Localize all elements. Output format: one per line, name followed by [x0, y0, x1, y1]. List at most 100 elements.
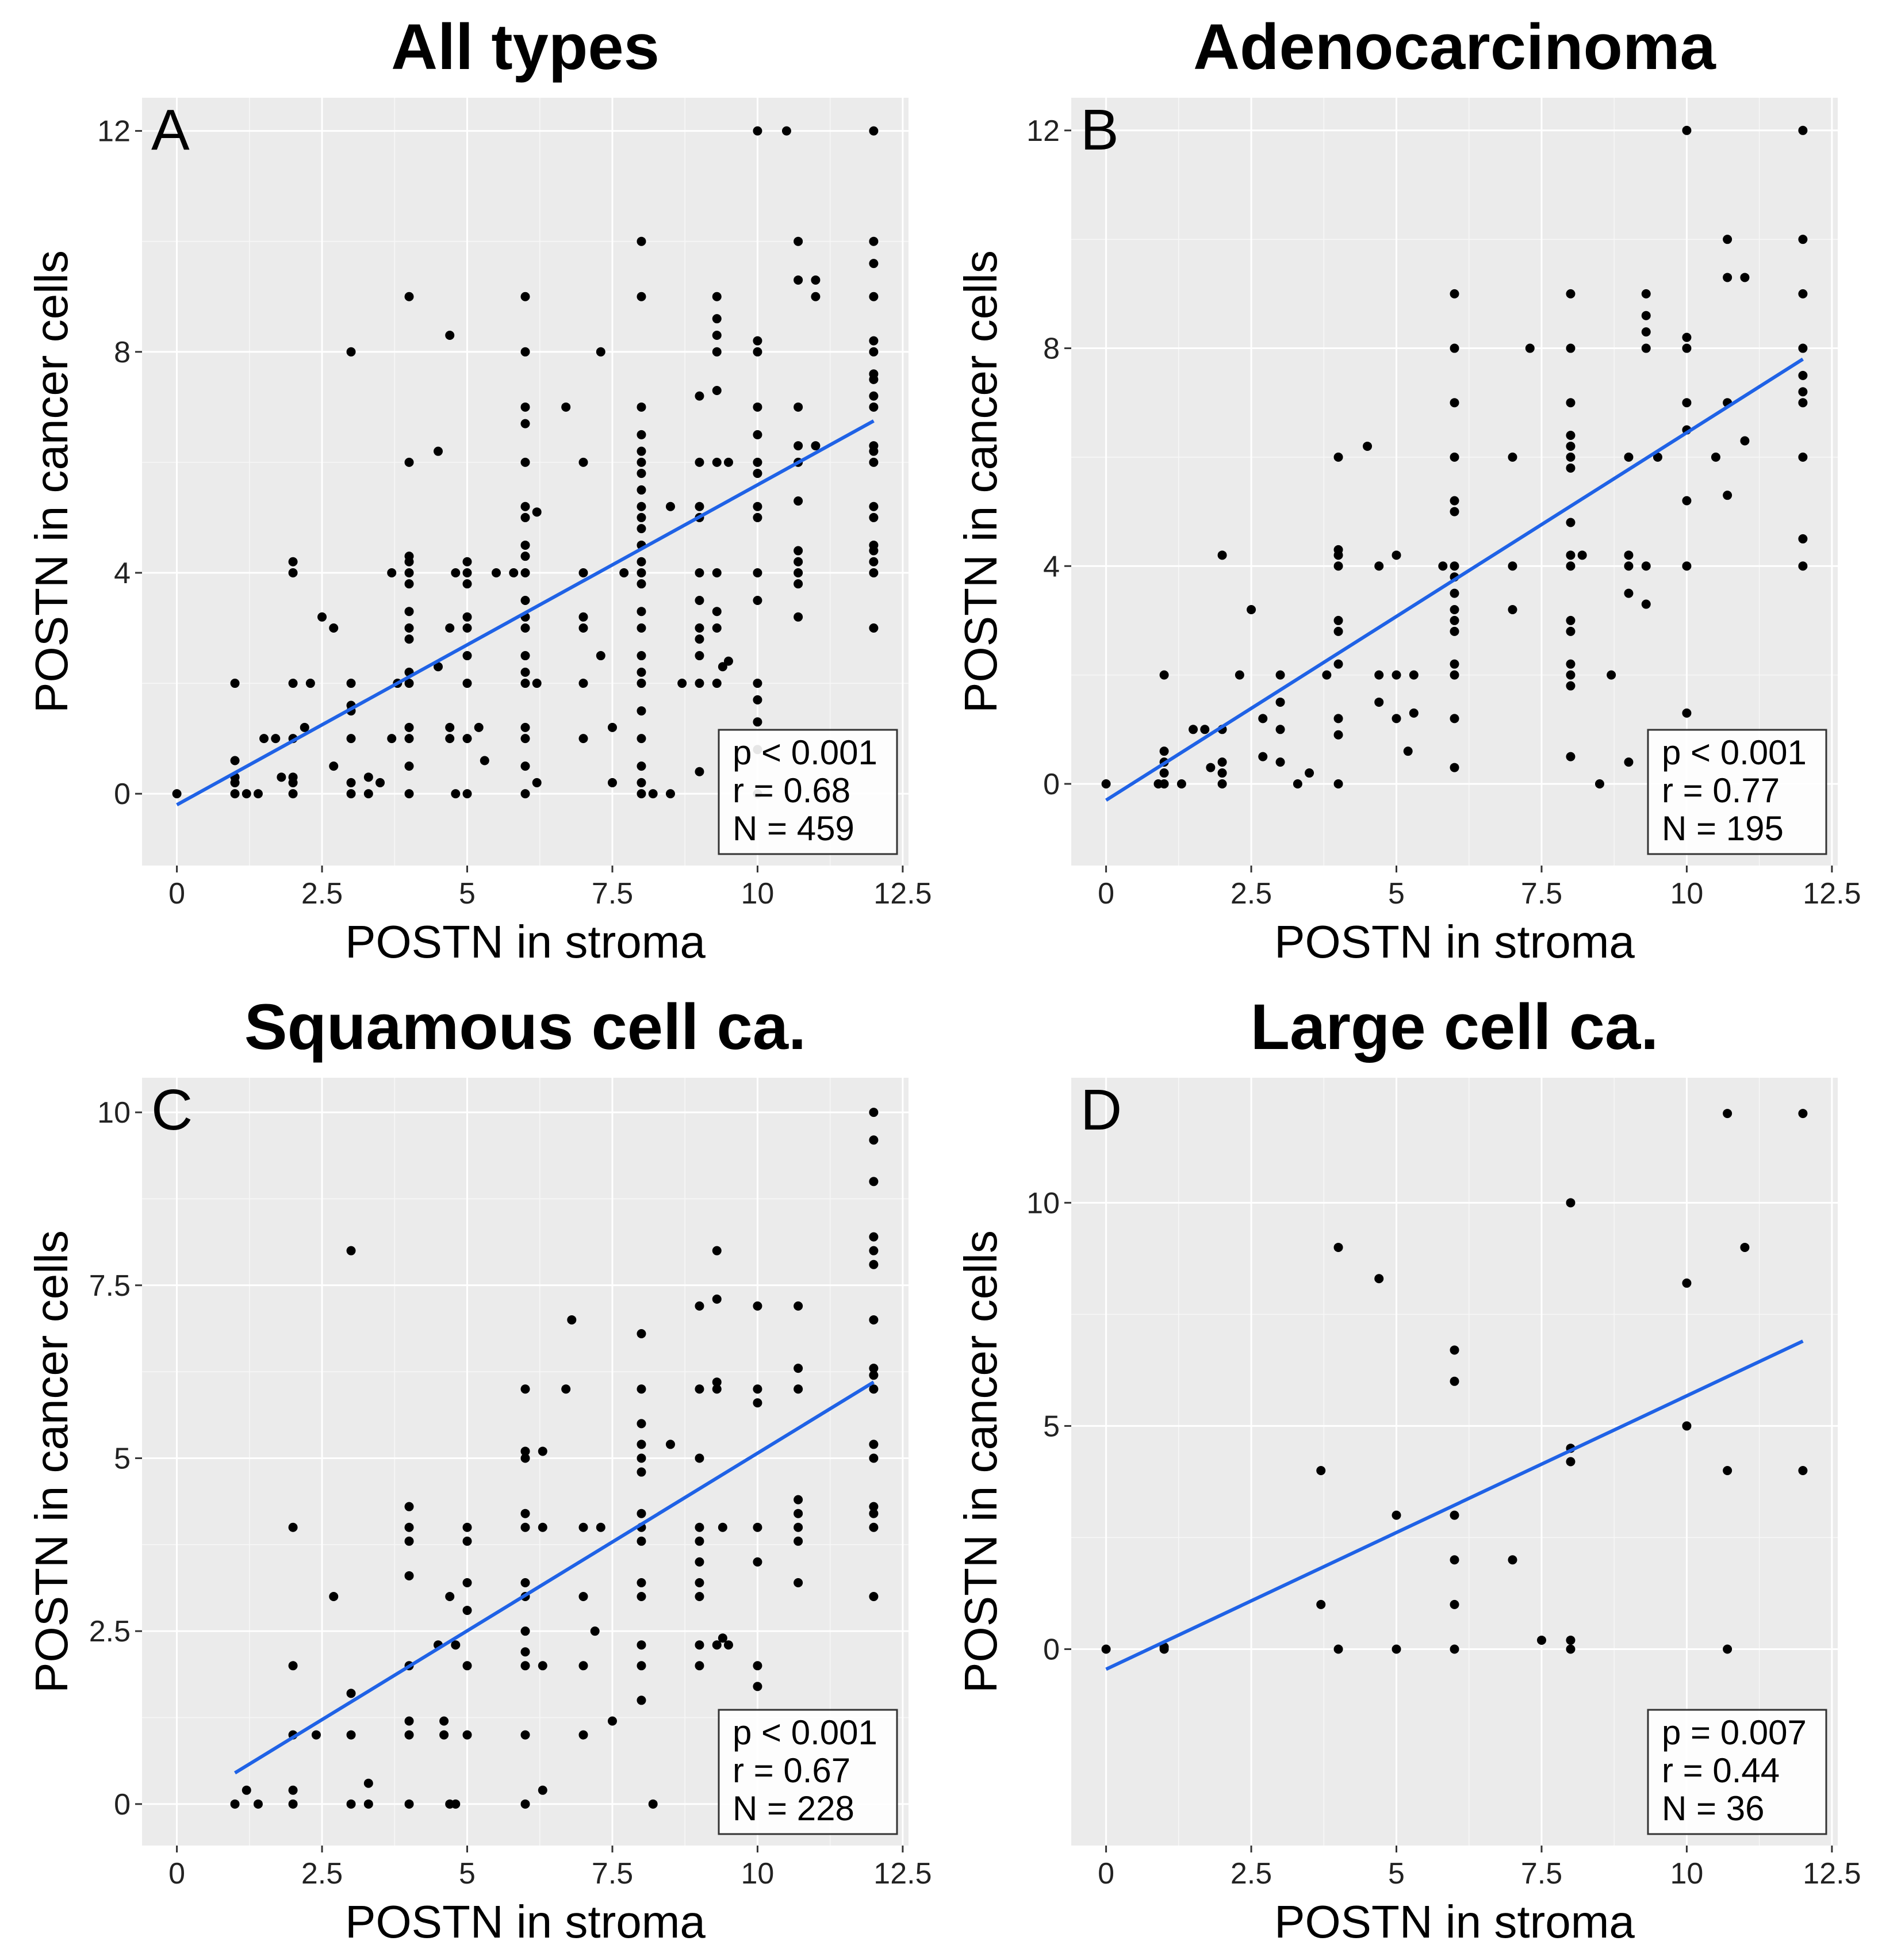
data-point	[1566, 289, 1576, 298]
data-point	[637, 679, 646, 688]
data-point	[637, 457, 646, 467]
data-point	[230, 679, 240, 688]
data-point	[462, 1578, 472, 1587]
x-tick-label: 0	[1098, 877, 1114, 910]
data-point	[1450, 605, 1459, 614]
data-point	[869, 1384, 879, 1394]
y-tick-label: 10	[1026, 1186, 1060, 1220]
data-point	[520, 1522, 530, 1532]
data-point	[242, 1785, 251, 1795]
data-point	[404, 607, 414, 617]
data-point	[753, 595, 762, 605]
data-point	[1798, 398, 1808, 408]
data-point	[520, 457, 530, 467]
data-point	[1293, 779, 1302, 788]
data-point	[1682, 125, 1692, 135]
data-point	[1798, 452, 1808, 462]
data-point	[794, 612, 803, 622]
data-point	[578, 612, 588, 622]
data-point	[561, 1384, 571, 1394]
x-tick-label: 2.5	[1231, 1857, 1272, 1890]
data-point	[1723, 491, 1732, 500]
data-point	[1206, 763, 1216, 772]
data-point	[492, 568, 501, 577]
data-point	[1450, 670, 1459, 680]
data-point	[753, 430, 762, 439]
data-point	[1392, 670, 1401, 680]
data-point	[520, 1626, 530, 1636]
data-point	[1577, 550, 1587, 560]
data-point	[723, 457, 733, 467]
data-point	[462, 734, 472, 744]
data-point	[637, 734, 646, 744]
data-point	[288, 1522, 298, 1532]
data-point	[695, 1453, 704, 1463]
data-point	[1536, 1635, 1546, 1645]
data-point	[1566, 463, 1576, 473]
data-point	[637, 1640, 646, 1650]
data-point	[300, 722, 309, 732]
stat-p-value: p = 0.007	[1662, 1713, 1807, 1752]
x-tick-label: 2.5	[1231, 877, 1272, 910]
data-point	[637, 485, 646, 495]
data-point	[439, 1730, 449, 1740]
data-point	[637, 402, 646, 412]
data-point	[480, 756, 489, 765]
regression-line	[1105, 357, 1804, 802]
data-point	[532, 679, 542, 688]
data-point	[869, 1509, 879, 1518]
data-point	[1159, 670, 1169, 680]
data-point	[637, 1578, 646, 1587]
data-point	[1450, 1345, 1459, 1355]
data-point	[1566, 518, 1576, 527]
data-point	[1275, 670, 1285, 680]
data-point	[753, 1301, 762, 1311]
data-point	[869, 292, 879, 301]
data-point	[1566, 561, 1576, 571]
data-point	[869, 1135, 879, 1145]
data-point	[520, 292, 530, 301]
data-point	[271, 734, 281, 744]
y-axis-label: POSTN in cancer cells	[955, 250, 1006, 713]
data-point	[869, 369, 879, 379]
data-point	[607, 778, 617, 787]
data-point	[346, 1689, 356, 1698]
data-point	[695, 391, 704, 401]
data-point	[1235, 670, 1244, 680]
data-point	[434, 446, 443, 456]
data-point	[637, 512, 646, 522]
data-point	[1566, 398, 1576, 408]
data-point	[869, 540, 879, 550]
data-point	[1275, 697, 1285, 707]
data-point	[1641, 599, 1651, 609]
data-point	[1740, 1242, 1750, 1252]
data-point	[869, 126, 879, 136]
panel-letter: C	[151, 1078, 193, 1142]
data-point	[712, 1246, 722, 1255]
data-point	[363, 1799, 373, 1809]
data-point	[1333, 1242, 1343, 1252]
panel-title: Large cell ca.	[1251, 991, 1659, 1063]
data-point	[637, 1384, 646, 1394]
data-point	[753, 469, 762, 478]
data-point	[1566, 343, 1576, 353]
data-point	[1508, 1555, 1517, 1565]
data-point	[869, 391, 879, 401]
y-tick-label: 0	[1043, 1633, 1060, 1666]
data-point	[578, 1730, 588, 1740]
data-point	[578, 457, 588, 467]
x-tick-label: 5	[1388, 877, 1405, 910]
data-point	[520, 1509, 530, 1518]
data-point	[404, 579, 414, 589]
data-point	[305, 679, 315, 688]
data-point	[242, 789, 251, 799]
y-axis-label: POSTN in cancer cells	[955, 1230, 1006, 1693]
data-point	[404, 761, 414, 771]
data-point	[1798, 370, 1808, 380]
stat-n-value: N = 195	[1662, 809, 1784, 848]
data-point	[1333, 779, 1343, 788]
panel-letter: B	[1080, 98, 1119, 162]
data-point	[665, 502, 675, 511]
data-point	[1682, 398, 1692, 408]
